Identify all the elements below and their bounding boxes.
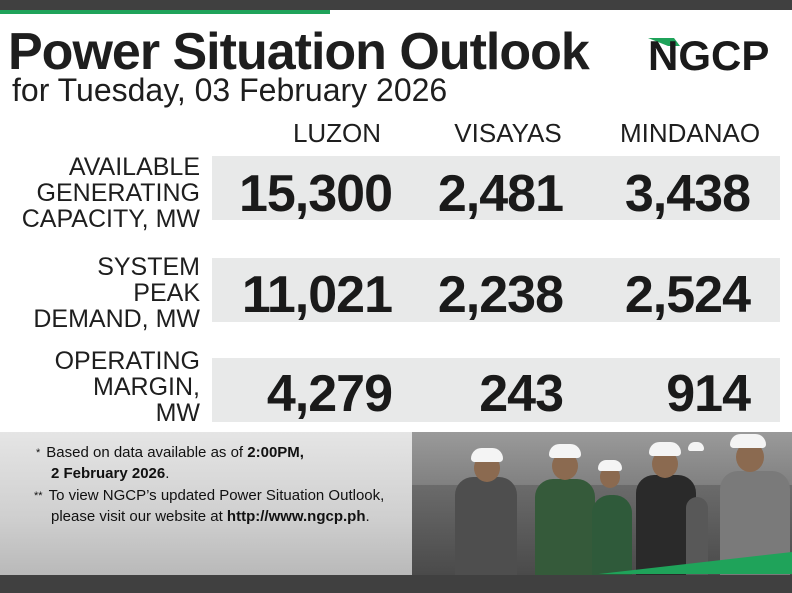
photo-faded-area bbox=[0, 432, 420, 575]
row-background-available-capacity bbox=[212, 156, 780, 220]
value-luzon-peak-demand: 11,021 bbox=[241, 266, 393, 324]
row-background-operating-margin bbox=[212, 358, 780, 422]
value-visayas-peak-demand: 2,238 bbox=[437, 266, 564, 324]
footnote-text: To view NGCP’s updated Power Situation O… bbox=[48, 487, 385, 504]
row-label-line: AVAILABLE bbox=[68, 153, 200, 181]
row-label-line: SYSTEM bbox=[97, 253, 200, 281]
row-background-peak-demand bbox=[212, 258, 780, 322]
hard-hat-icon bbox=[730, 434, 766, 448]
column-header-mindanao: MINDANAO bbox=[619, 118, 761, 148]
row-label-line: PEAK bbox=[133, 279, 200, 307]
footnote-marker: * bbox=[36, 447, 41, 459]
value-visayas-available-capacity: 2,481 bbox=[437, 165, 564, 223]
bottom-bar bbox=[0, 575, 792, 593]
row-label-peak-demand: SYSTEM PEAK DEMAND, MW bbox=[0, 254, 200, 332]
value-mindanao-operating-margin: 914 bbox=[666, 365, 751, 423]
value-luzon-operating-margin: 4,279 bbox=[266, 365, 393, 423]
top-bar bbox=[0, 0, 792, 10]
hard-hat-icon bbox=[598, 460, 622, 471]
footnote-date: 2 February 2026 bbox=[51, 465, 166, 482]
hard-hat-icon bbox=[549, 444, 581, 458]
hard-hat-icon bbox=[649, 442, 681, 456]
footnote-text: . bbox=[165, 465, 170, 482]
top-accent-stripe bbox=[0, 10, 330, 14]
footnote-website: ** To view NGCP’s updated Power Situation… bbox=[34, 486, 384, 506]
footnote-date-line: 2 February 2026. bbox=[51, 464, 169, 484]
row-label-line: CAPACITY, MW bbox=[21, 205, 200, 233]
photo-worker bbox=[455, 477, 517, 575]
footnote-text: . bbox=[365, 508, 370, 525]
value-visayas-operating-margin: 243 bbox=[479, 365, 564, 423]
photo-worker bbox=[535, 479, 595, 575]
value-mindanao-peak-demand: 2,524 bbox=[624, 266, 751, 324]
photo-worker bbox=[592, 495, 632, 575]
row-label-line: MW bbox=[155, 399, 200, 427]
ngcp-logo-mark: NGCP bbox=[648, 32, 769, 79]
photo-worker bbox=[686, 497, 708, 575]
row-label-line: MARGIN, bbox=[93, 373, 200, 401]
ngcp-logo-text: NGCP bbox=[648, 32, 769, 76]
footnote-data-as-of: * Based on data available as of 2:00PM, bbox=[36, 443, 304, 463]
row-label-available-capacity: AVAILABLE GENERATING CAPACITY, MW bbox=[0, 154, 200, 232]
column-header-visayas: VISAYAS bbox=[454, 118, 562, 148]
footnote-website-line: please visit our website at http://www.n… bbox=[51, 507, 370, 527]
field-team-photo bbox=[0, 432, 792, 575]
value-luzon-available-capacity: 15,300 bbox=[238, 165, 393, 223]
page-subtitle: for Tuesday, 03 February 2026 bbox=[12, 72, 448, 108]
row-label-line: GENERATING bbox=[36, 179, 200, 207]
footnote-time: 2:00PM, bbox=[247, 444, 304, 461]
row-label-line: DEMAND, MW bbox=[33, 305, 200, 333]
row-label-operating-margin: OPERATING MARGIN, MW bbox=[0, 348, 200, 426]
photo-worker-head bbox=[600, 466, 620, 488]
column-header-luzon: LUZON bbox=[292, 118, 382, 148]
page-title: Power Situation Outlook bbox=[8, 23, 590, 81]
value-mindanao-available-capacity: 3,438 bbox=[624, 165, 751, 223]
hard-hat-icon bbox=[688, 442, 704, 451]
hard-hat-icon bbox=[471, 448, 503, 462]
website-link[interactable]: http://www.ngcp.ph bbox=[226, 508, 366, 525]
footnote-text: Based on data available as of bbox=[46, 444, 248, 461]
footnote-marker: ** bbox=[34, 490, 43, 502]
header: Power Situation Outlook for Tuesday, 03 … bbox=[0, 14, 792, 110]
ngcp-logo: NGCP bbox=[648, 32, 780, 79]
footnote-text: please visit our website at bbox=[51, 508, 227, 525]
row-label-line: OPERATING bbox=[54, 347, 200, 375]
